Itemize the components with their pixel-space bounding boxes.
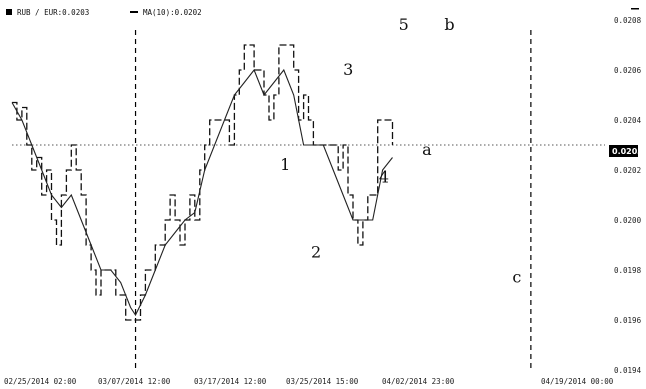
wave-label-a: a — [422, 140, 432, 159]
wave-label-c: c — [512, 268, 521, 287]
wave-label-3: 3 — [343, 60, 353, 79]
x-tick-label: 04/02/2014 23:00 — [382, 377, 455, 386]
series-layer — [11, 44, 394, 321]
y-tick-label: 0.0200 — [614, 216, 642, 225]
current-value-badge: 0.0203 — [609, 145, 643, 157]
wave-label-b: b — [444, 15, 454, 34]
wave-label-4: 4 — [379, 168, 389, 187]
y-axis: 0.0208 0.0206 0.0204 0.0202 0.0200 0.0198 0.01… — [614, 16, 642, 375]
y-tick-label: 0.0204 — [614, 116, 642, 125]
legend: RUB / EUR:0.0203 MA(10):0.0202 — [6, 8, 202, 17]
y-tick-label: 0.0194 — [614, 366, 642, 375]
x-tick-label: 02/25/2014 02:00 — [4, 377, 77, 386]
y-tick-label: 0.0206 — [614, 66, 642, 75]
x-axis: 02/25/2014 02:00 03/07/2014 12:00 03/17/20… — [4, 377, 614, 386]
y-tick-label: 0.0198 — [614, 266, 642, 275]
x-tick-label: 03/25/2014 15:00 — [286, 377, 359, 386]
wave-label-1: 1 — [280, 155, 290, 174]
series-ma-line — [11, 68, 393, 317]
wave-label-layer: 1 2 3 4 5 b a c — [280, 15, 521, 287]
current-value-label: 0.0203 — [612, 147, 643, 156]
y-tick-label: 0.0208 — [614, 16, 642, 25]
legend-price-swatch — [6, 9, 12, 15]
x-tick-label: 03/17/2014 12:00 — [194, 377, 267, 386]
y-tick-label: 0.0202 — [614, 166, 641, 175]
x-tick-label: 04/19/2014 00:00 — [541, 377, 614, 386]
series-price-line — [12, 44, 394, 321]
legend-ma-label: MA(10):0.0202 — [143, 8, 202, 17]
wave-label-5: 5 — [399, 15, 409, 34]
x-tick-label: 03/07/2014 12:00 — [98, 377, 171, 386]
legend-price-label: RUB / EUR:0.0203 — [17, 8, 89, 17]
wave-label-2: 2 — [311, 243, 321, 262]
y-tick-label: 0.0196 — [614, 316, 642, 325]
legend-ma-swatch — [130, 11, 138, 13]
current-value-badge-bg — [609, 145, 638, 157]
scale-mark — [631, 8, 639, 10]
vertical-marker-layer — [134, 30, 532, 370]
